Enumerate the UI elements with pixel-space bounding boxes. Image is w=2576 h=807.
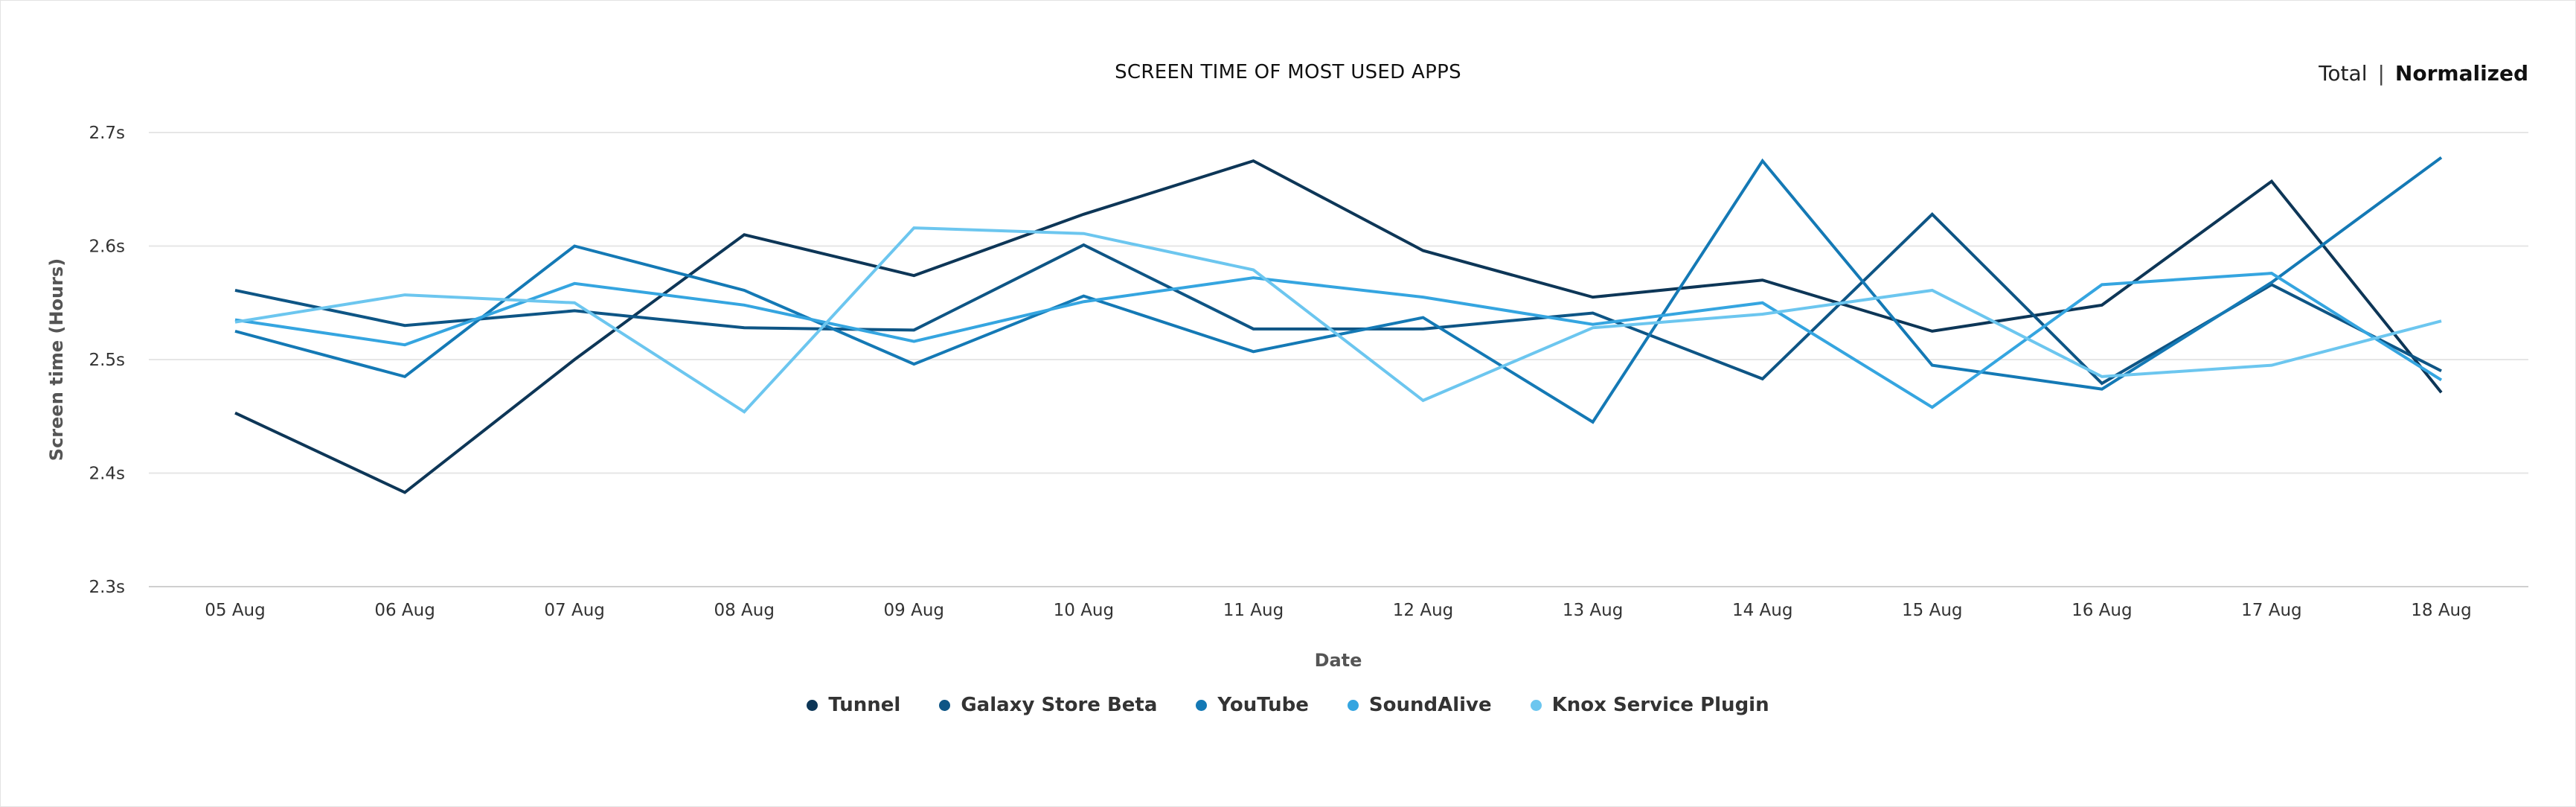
chart-title: SCREEN TIME OF MOST USED APPS bbox=[1115, 61, 1461, 83]
legend-item[interactable]: SoundAlive bbox=[1347, 694, 1492, 716]
y-tick-label: 2.6s bbox=[89, 237, 125, 257]
x-tick-label: 13 Aug bbox=[1563, 601, 1624, 620]
legend-item[interactable]: Knox Service Plugin bbox=[1530, 694, 1769, 716]
legend-dot-icon bbox=[807, 699, 818, 711]
x-axis-ticks: 05 Aug 06 Aug 07 Aug 08 Aug 09 Aug 10 Aug 11 A… bbox=[205, 601, 2472, 620]
x-tick-label: 17 Aug bbox=[2241, 601, 2302, 620]
legend-label: Knox Service Plugin bbox=[1551, 694, 1769, 716]
series-lines bbox=[234, 156, 2443, 494]
y-axis-ticks: 2.3s 2.4s 2.5s 2.6s 2.7s bbox=[89, 124, 125, 597]
view-toggle: Total | Normalized bbox=[2319, 61, 2528, 86]
gridlines bbox=[149, 132, 2528, 587]
x-tick-label: 15 Aug bbox=[1902, 601, 1963, 620]
series-line[interactable] bbox=[234, 211, 2442, 386]
series-line[interactable] bbox=[234, 159, 2443, 494]
y-axis-title: Screen time (Hours) bbox=[46, 258, 67, 461]
series-line[interactable] bbox=[234, 272, 2443, 409]
legend-dot-icon bbox=[1196, 699, 1208, 711]
legend-item[interactable]: YouTube bbox=[1196, 694, 1309, 716]
x-tick-label: 12 Aug bbox=[1393, 601, 1454, 620]
legend-dot-icon bbox=[939, 699, 951, 711]
x-tick-label: 11 Aug bbox=[1223, 601, 1284, 620]
x-tick-label: 18 Aug bbox=[2411, 601, 2472, 620]
legend-item[interactable]: Tunnel bbox=[807, 694, 900, 716]
x-tick-label: 10 Aug bbox=[1054, 601, 1115, 620]
x-axis-title: Date bbox=[1315, 650, 1362, 671]
x-tick-label: 14 Aug bbox=[1732, 601, 1793, 620]
x-tick-label: 07 Aug bbox=[544, 601, 605, 620]
x-tick-label: 09 Aug bbox=[884, 601, 945, 620]
x-tick-label: 06 Aug bbox=[374, 601, 435, 620]
toggle-normalized[interactable]: Normalized bbox=[2394, 61, 2528, 86]
toggle-total[interactable]: Total bbox=[2319, 61, 2368, 86]
y-tick-label: 2.3s bbox=[89, 578, 125, 597]
y-tick-label: 2.5s bbox=[89, 351, 125, 370]
x-tick-label: 08 Aug bbox=[714, 601, 775, 620]
legend-label: SoundAlive bbox=[1368, 694, 1492, 716]
toggle-separator: | bbox=[2377, 61, 2385, 86]
series-line[interactable] bbox=[234, 156, 2443, 424]
x-tick-label: 05 Aug bbox=[205, 601, 266, 620]
legend-dot-icon bbox=[1347, 699, 1359, 711]
legend-item[interactable]: Galaxy Store Beta bbox=[939, 694, 1157, 716]
legend-label: YouTube bbox=[1217, 694, 1309, 716]
legend-label: Galaxy Store Beta bbox=[961, 694, 1158, 716]
y-tick-label: 2.4s bbox=[89, 465, 125, 484]
legend-label: Tunnel bbox=[828, 694, 901, 716]
legend-dot-icon bbox=[1530, 699, 1542, 711]
chart-legend: Tunnel Galaxy Store Beta YouTube SoundAlive… bbox=[0, 694, 2576, 716]
x-tick-label: 16 Aug bbox=[2072, 601, 2133, 620]
y-tick-label: 2.7s bbox=[89, 124, 125, 143]
series-line[interactable] bbox=[234, 226, 2442, 414]
